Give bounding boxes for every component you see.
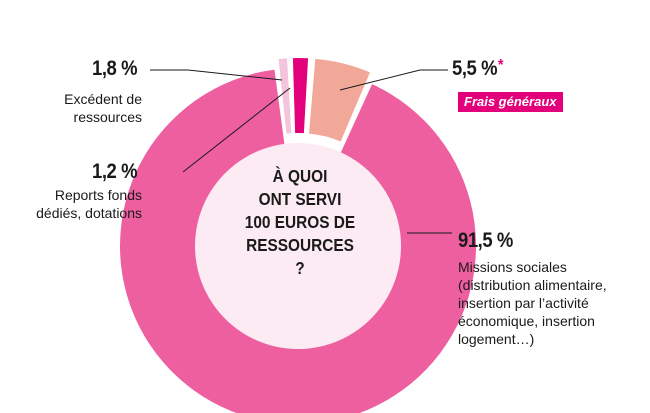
slice-value-reports: 1,2 %	[92, 160, 138, 183]
desc-line: insertion par l’activité	[458, 295, 589, 311]
desc-line: Reports fonds	[54, 187, 142, 203]
donut-center-disc	[195, 143, 401, 349]
desc-line: dédiés, dotations	[36, 205, 142, 221]
title-line: ONT SERVI	[258, 189, 342, 209]
title-line: ?	[295, 258, 305, 278]
pie-slice-exc-dent-de-ressources	[292, 58, 309, 134]
slice-value-excedent: 1,8 %	[92, 57, 138, 80]
desc-line: (distribution alimentaire,	[458, 277, 607, 293]
slice-value-missions: 91,5 %	[458, 229, 513, 252]
desc-line: Excédent de	[64, 91, 142, 107]
title-line: À QUOI	[272, 166, 328, 186]
frais-generaux-badge: Frais généraux	[458, 92, 563, 112]
leader-line-frais	[339, 69, 448, 91]
title-line: 100 EUROS DE	[244, 212, 356, 232]
leader-lines	[150, 69, 452, 234]
slice-desc-missions: Missions sociales (distribution alimenta…	[458, 258, 638, 348]
leader-line-reports	[182, 87, 291, 173]
pie-slice-frais-g-n-raux	[309, 58, 370, 142]
leader-line-excedent	[150, 69, 283, 81]
desc-line: Missions sociales	[458, 259, 567, 275]
pie-slice-reports-fonds-d-di-s-dotations	[278, 58, 292, 134]
desc-line: logement…)	[458, 331, 535, 347]
desc-line: économique, insertion	[458, 313, 595, 329]
chart-title: À QUOI ONT SERVI 100 EUROS DE RESSOURCES…	[234, 165, 366, 280]
asterisk-mark: *	[497, 57, 503, 74]
title-line: RESSOURCES	[246, 235, 354, 255]
slice-desc-excedent: Excédent de ressources	[20, 90, 142, 126]
slice-desc-reports: Reports fonds dédiés, dotations	[10, 186, 142, 222]
slice-value-frais: 5,5 %*	[452, 57, 503, 80]
donut-slices	[120, 58, 476, 413]
desc-line: ressources	[73, 109, 142, 125]
pie-slice-missions-sociales	[120, 69, 476, 413]
